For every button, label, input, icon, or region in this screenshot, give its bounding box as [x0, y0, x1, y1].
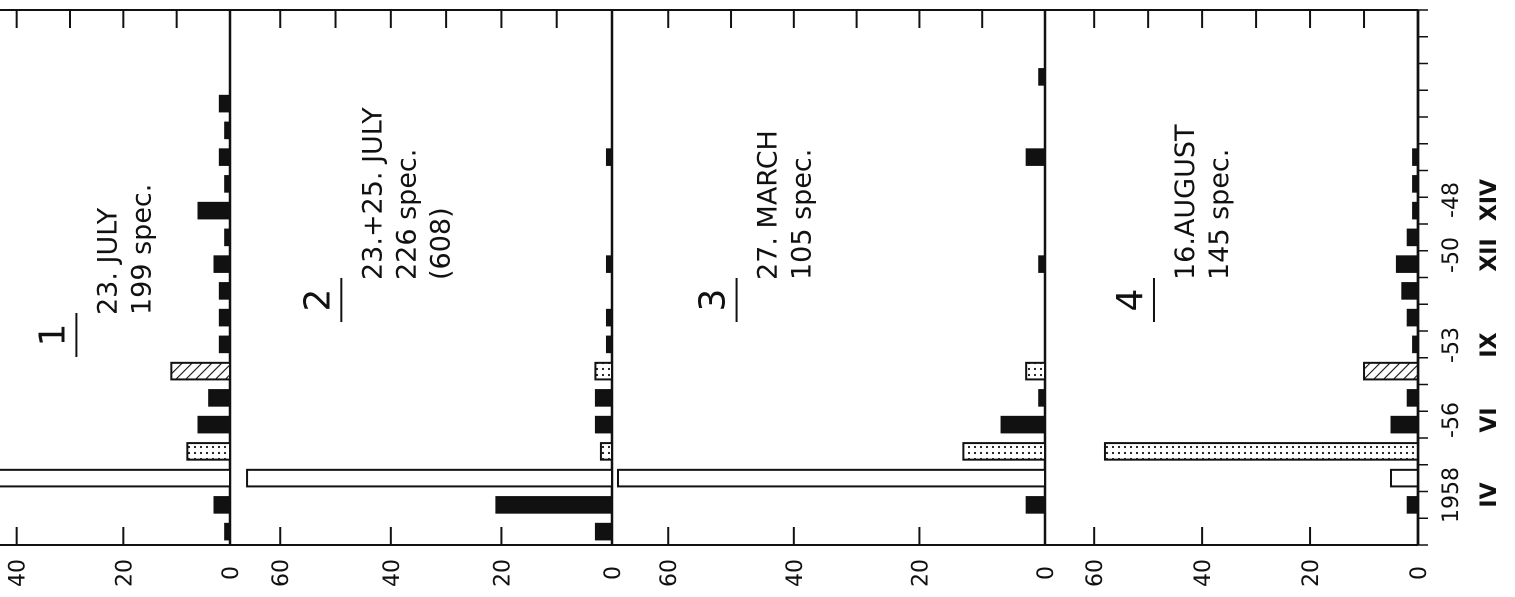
bar-solid [218, 335, 231, 354]
panel-1: 40 20 0 1 23. JULY 199 spec. [0, 10, 244, 587]
panel-subtitle: 105 spec. [787, 149, 818, 280]
panel-subtitle: 145 spec. [1204, 149, 1235, 280]
bar-solid [1406, 308, 1419, 327]
bar-solid [197, 415, 231, 434]
value-tick-label: 60 [1083, 559, 1108, 587]
bar-solid [224, 228, 231, 247]
bar-solid [1390, 415, 1419, 434]
panel-number: 2 [297, 289, 338, 312]
panel-title: 23. JULY [92, 207, 123, 315]
bar-solid [224, 175, 231, 193]
bar-dotted [599, 442, 613, 461]
value-tick-label: 40 [783, 559, 808, 587]
bar-dotted [594, 361, 613, 381]
value-tick-label: 60 [657, 559, 682, 587]
bar-solid [1406, 228, 1419, 247]
value-tick-label: 40 [6, 559, 31, 587]
bar-solid [218, 282, 231, 300]
bar-open [1390, 468, 1419, 488]
bar-solid [218, 148, 231, 166]
bar-solid [208, 389, 231, 407]
bar-solid [1038, 389, 1046, 407]
bar-hatched [170, 361, 231, 381]
bar-solid [495, 496, 613, 514]
bar-solid [213, 255, 231, 273]
year-label: -50 [1439, 237, 1464, 273]
year-label: 1958 [1439, 467, 1464, 523]
month-label: VI [1477, 407, 1502, 432]
value-tick-label: 20 [908, 559, 933, 587]
bar-solid [1038, 255, 1046, 273]
year-label: -53 [1439, 327, 1464, 363]
category-axis: 1958 -56 -53 -50 -48 IV VI IX XII XIV [1416, 9, 1502, 546]
bar-solid [218, 94, 231, 113]
panel-number: 4 [1110, 289, 1151, 312]
bar-solid [605, 255, 613, 273]
panel-2: 60 40 20 0 2 23.+25. JULY 226 spec. (608) [246, 10, 626, 587]
value-tick-label: 20 [490, 559, 515, 587]
bar-solid [1395, 255, 1419, 273]
bar-solid [594, 389, 613, 407]
panel-title: 23.+25. JULY [357, 107, 388, 280]
panel-extra: (608) [425, 207, 456, 280]
value-tick-label: 20 [112, 559, 137, 587]
bar-solid [218, 308, 231, 327]
panel-title: 16.AUGUST [1170, 124, 1201, 280]
month-label: IX [1477, 332, 1502, 357]
bar-solid [213, 496, 231, 514]
panel-subtitle: 199 spec. [126, 184, 157, 315]
bar-solid [1025, 148, 1046, 166]
value-tick-label: 0 [1407, 566, 1432, 580]
bar-open [617, 468, 1046, 488]
bar-dotted [1103, 442, 1419, 461]
panel-number: 3 [693, 289, 734, 312]
panel-title: 27. MARCH [753, 130, 784, 280]
bar-dotted [186, 442, 231, 461]
bar-solid [1401, 282, 1419, 300]
bar-solid [1025, 496, 1046, 514]
value-tick-label: 0 [219, 566, 244, 580]
bar-dotted [1025, 361, 1046, 381]
bar-hatched [1363, 361, 1420, 381]
value-tick-label: 20 [1299, 559, 1324, 587]
panel-4: 60 40 20 0 4 16.AUGUST 145 spec. [1083, 10, 1432, 587]
month-label: XIV [1477, 179, 1502, 221]
value-tick-label: 60 [269, 559, 294, 587]
bar-open [246, 468, 613, 488]
bar-solid [605, 335, 613, 354]
panel-3: 60 40 20 0 3 27. MARCH 105 spec. [617, 10, 1059, 587]
bar-solid [1406, 389, 1419, 407]
bar-solid [605, 148, 613, 166]
bar-open [0, 468, 231, 488]
year-label: -56 [1439, 402, 1464, 438]
bar-solid [594, 522, 613, 541]
month-label: XII [1477, 238, 1502, 271]
bar-solid [1000, 415, 1046, 434]
bar-solid [224, 522, 231, 541]
bar-solid [1406, 496, 1419, 514]
panel-subtitle: 226 spec. [391, 149, 422, 280]
bar-solid [224, 121, 231, 140]
bar-dotted [962, 442, 1047, 461]
bar-solid [1038, 68, 1046, 86]
value-tick-label: 40 [1191, 559, 1216, 587]
month-label: IV [1477, 482, 1502, 507]
value-tick-label: 0 [1034, 566, 1059, 580]
bar-solid [197, 201, 231, 220]
panel-number: 1 [32, 324, 73, 347]
value-tick-label: 0 [601, 566, 626, 580]
bar-solid [605, 308, 613, 327]
value-tick-label: 40 [380, 559, 405, 587]
year-label: -48 [1439, 182, 1464, 218]
bar-solid [594, 415, 613, 434]
